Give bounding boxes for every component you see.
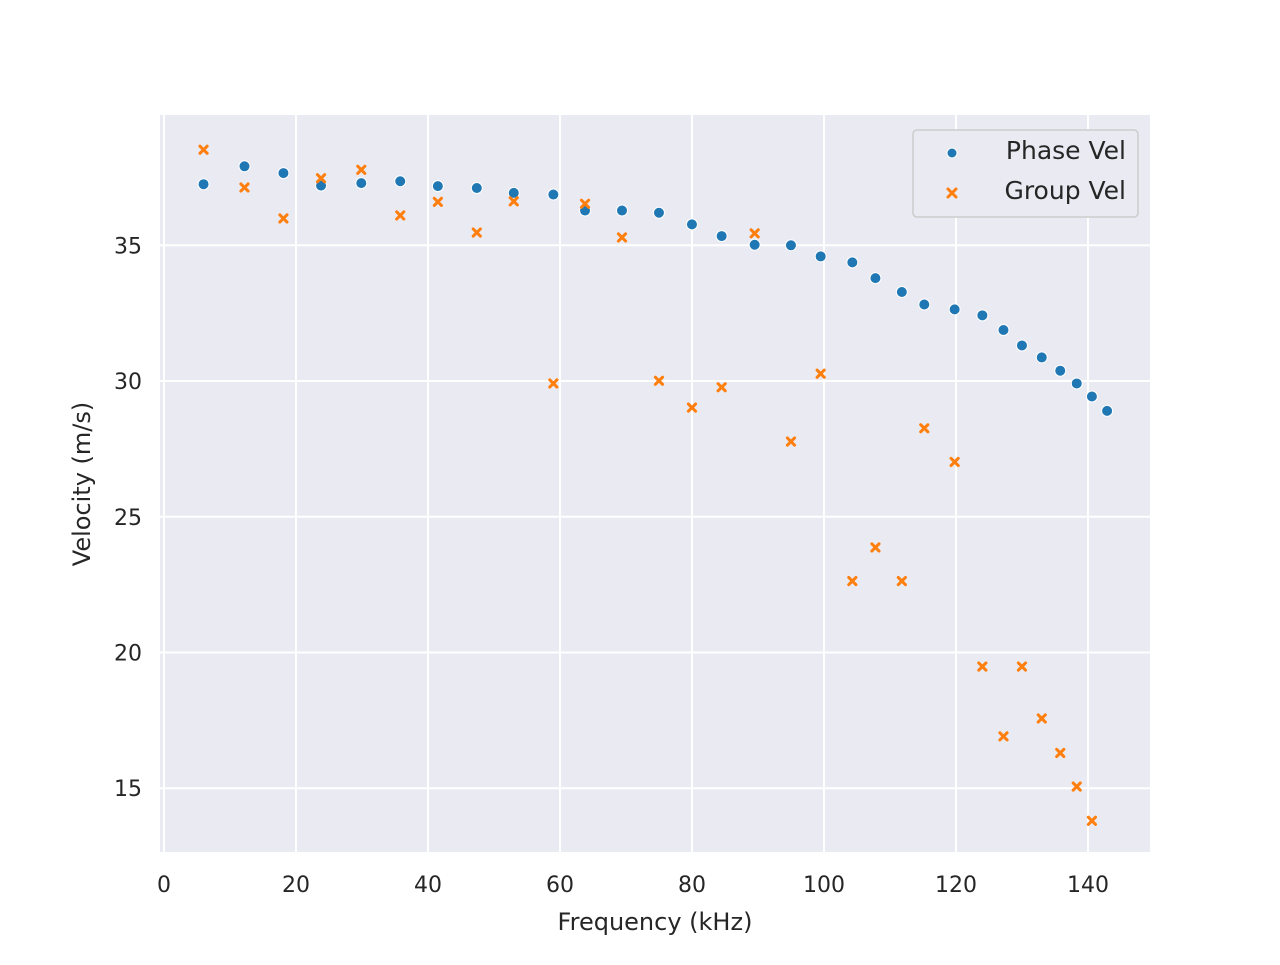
point-group-vel — [579, 198, 591, 209]
legend-marker-phase-vel — [946, 147, 958, 159]
point-group-vel — [977, 661, 988, 672]
point-phase-vel — [784, 239, 797, 252]
point-group-vel — [356, 164, 367, 175]
point-group-vel — [870, 542, 881, 553]
point-group-vel — [1016, 661, 1028, 672]
point-group-vel — [548, 378, 559, 389]
point-phase-vel — [394, 175, 407, 188]
y-axis-label: Velocity (m/s) — [68, 402, 96, 566]
point-group-vel — [1086, 815, 1098, 826]
point-group-vel — [653, 375, 665, 386]
point-group-vel — [949, 456, 960, 468]
y-tick-label: 30 — [114, 370, 142, 395]
grid-lines — [160, 115, 1150, 852]
point-phase-vel — [507, 186, 520, 199]
point-group-vel — [686, 402, 698, 413]
x-tick-label: 100 — [803, 873, 845, 898]
x-tick-labels: 0 20 40 60 80 100 120 140 — [157, 873, 1109, 898]
point-phase-vel — [948, 303, 961, 316]
point-group-vel — [432, 196, 443, 207]
point-group-vel — [278, 213, 289, 224]
legend: Phase Vel Group Vel — [912, 129, 1139, 218]
point-group-vel — [815, 368, 826, 379]
x-tick-label: 0 — [157, 873, 171, 898]
y-tick-label: 20 — [114, 641, 142, 666]
data-points — [197, 144, 1114, 826]
point-phase-vel — [918, 298, 931, 311]
point-group-vel — [919, 423, 930, 434]
point-phase-vel — [1101, 404, 1114, 417]
point-phase-vel — [1054, 364, 1067, 377]
point-phase-vel — [895, 285, 908, 298]
x-tick-label: 80 — [678, 873, 706, 898]
point-group-vel — [239, 182, 250, 193]
y-tick-label: 25 — [114, 506, 142, 531]
point-group-vel — [716, 382, 727, 393]
point-phase-vel — [1015, 339, 1028, 352]
point-phase-vel — [976, 309, 989, 322]
point-phase-vel — [715, 230, 728, 243]
point-phase-vel — [277, 167, 290, 180]
point-phase-vel — [616, 204, 628, 217]
x-axis-label: Frequency (kHz) — [558, 908, 753, 936]
point-phase-vel — [238, 160, 251, 173]
x-tick-label: 20 — [282, 873, 310, 898]
x-tick-label: 40 — [414, 873, 442, 898]
point-phase-vel — [197, 178, 210, 191]
point-phase-vel — [685, 218, 698, 231]
point-group-vel — [315, 173, 327, 184]
point-phase-vel — [1035, 351, 1048, 364]
point-group-vel — [1036, 713, 1047, 724]
point-group-vel — [1071, 781, 1082, 792]
x-tick-label: 60 — [546, 873, 574, 898]
y-tick-labels: 15 20 25 30 35 — [114, 234, 142, 802]
point-phase-vel — [652, 206, 665, 219]
x-tick-label: 140 — [1067, 873, 1109, 898]
point-phase-vel — [355, 177, 368, 190]
point-phase-vel — [869, 272, 882, 285]
point-phase-vel — [748, 238, 761, 251]
point-group-vel — [616, 232, 628, 243]
point-phase-vel — [814, 250, 827, 263]
point-group-vel — [896, 575, 907, 587]
point-phase-vel — [470, 182, 483, 195]
y-tick-label: 35 — [114, 234, 142, 259]
point-phase-vel — [431, 180, 444, 193]
point-phase-vel — [846, 256, 859, 269]
point-group-vel — [749, 228, 760, 239]
point-group-vel — [508, 196, 519, 207]
legend-label-phase-vel: Phase Vel — [1006, 136, 1126, 165]
point-group-vel — [785, 436, 797, 447]
point-group-vel — [998, 731, 1009, 742]
point-group-vel — [395, 210, 406, 221]
legend-label-group-vel: Group Vel — [1004, 176, 1126, 205]
point-group-vel — [198, 144, 209, 155]
point-phase-vel — [1085, 390, 1098, 403]
plot-background — [160, 115, 1150, 852]
point-phase-vel — [997, 323, 1010, 336]
point-group-vel — [1055, 747, 1066, 759]
point-phase-vel — [1070, 377, 1083, 390]
y-tick-label: 15 — [114, 777, 142, 802]
legend-marker-group-vel — [946, 187, 958, 199]
point-group-vel — [847, 575, 858, 587]
point-group-vel — [471, 227, 482, 238]
x-tick-label: 120 — [935, 873, 977, 898]
legend-box — [912, 129, 1139, 218]
point-phase-vel — [547, 188, 560, 201]
